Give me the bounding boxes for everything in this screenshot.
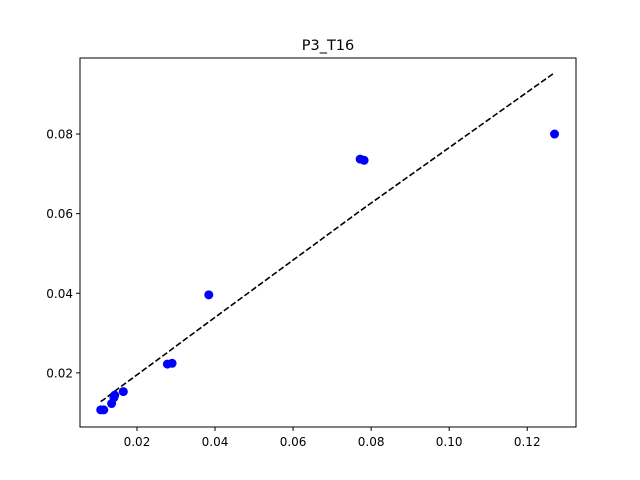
- chart-title: P3_T16: [302, 38, 355, 54]
- x-tick-label: 0.06: [280, 435, 307, 449]
- data-point: [550, 129, 560, 139]
- x-tick-label: 0.12: [514, 435, 541, 449]
- plot-frame: [79, 57, 577, 428]
- data-point: [167, 358, 177, 368]
- x-tick-label: 0.10: [436, 435, 463, 449]
- x-tick-label: 0.02: [124, 435, 151, 449]
- x-tick-label: 0.04: [202, 435, 229, 449]
- y-tick-label: 0.06: [46, 207, 73, 221]
- y-tick-label: 0.04: [46, 287, 73, 301]
- data-point: [204, 290, 214, 300]
- y-tick-label: 0.08: [46, 128, 73, 142]
- x-axis: 0.02 0.04 0.06 0.08 0.10 0.12: [124, 427, 541, 449]
- points-layer: [96, 129, 560, 415]
- data-point: [359, 155, 369, 165]
- x-tick-label: 0.08: [358, 435, 385, 449]
- data-point: [99, 405, 109, 415]
- y-axis: 0.02 0.04 0.06 0.08: [46, 128, 80, 380]
- data-point: [110, 390, 120, 400]
- y-tick-label: 0.02: [46, 366, 73, 380]
- data-point: [118, 387, 128, 397]
